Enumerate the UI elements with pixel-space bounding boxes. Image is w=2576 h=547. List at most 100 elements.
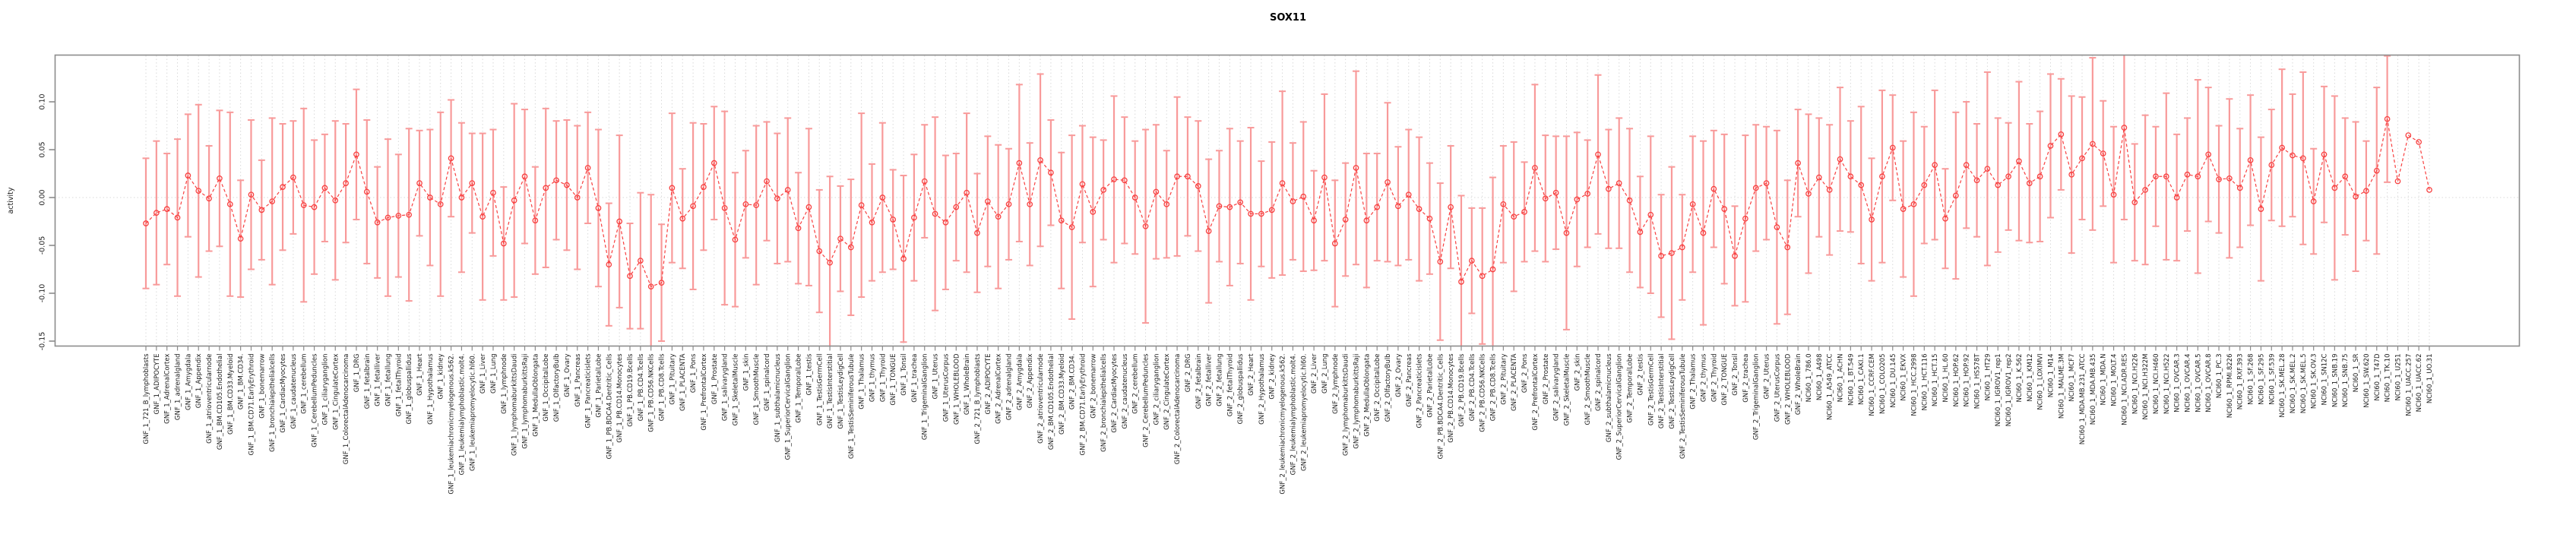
data-point [543, 185, 549, 191]
data-point [1363, 217, 1370, 224]
data-point [753, 202, 760, 208]
x-tick-label: GNF_2_Thalamus [1690, 353, 1698, 409]
data-point [606, 261, 612, 268]
x-tick-label: NCI60_1_UO.31 [2426, 354, 2434, 404]
data-point [690, 203, 696, 210]
x-tick-label: NCI60_1_HL.60 [1942, 354, 1950, 403]
x-tick-label: GNF_1_TONGUE [890, 354, 897, 406]
x-tick-label: GNF_2_thymus [1700, 353, 1707, 402]
x-tick-label: NCI60_1_NCI.H522 [2163, 354, 2171, 415]
x-tick-label: NCI60_1_OVCAR.5 [2195, 354, 2202, 413]
data-point [1079, 181, 1086, 188]
plot-border [54, 54, 2521, 347]
data-point [1405, 191, 1412, 198]
x-tick-label: GNF_1_fetalbrain [364, 354, 372, 409]
x-tick-label: GNF_2_721_B_lymphoblasts [974, 353, 982, 444]
x-tick-label: NCI60_1_NCI.ADR.RES [2121, 354, 2128, 425]
data-point [1131, 194, 1138, 201]
x-tick-label: GNF_2_skin [1574, 354, 1581, 391]
x-tick-label: GNF_2_TestisInterstitial [1658, 354, 1666, 429]
x-tick-label: GNF_1_salivarygland [722, 354, 729, 422]
x-tick-label: GNF_2_spinalcord [1595, 354, 1603, 412]
data-point [669, 185, 676, 191]
x-tick-label: NCI60_1_UACC.62 [2416, 354, 2423, 413]
x-tick-label: NCI60_1_HCT.15 [1932, 354, 1939, 407]
x-tick-label: GNF_2_fetallung [1216, 354, 1223, 406]
x-tick-label: GNF_2_kidney [1269, 354, 1277, 400]
data-point [953, 204, 960, 210]
x-tick-label: GNF_1_PrefrontalCortex [701, 354, 708, 431]
x-tick-label: GNF_1_AdrenalCortex [164, 354, 172, 424]
data-point [1111, 176, 1117, 182]
x-tick-label: NCI60_1_MDA.MB.435 [2090, 354, 2097, 425]
data-point [742, 201, 749, 207]
x-tick-label: GNF_1_OccipitalLobe [543, 354, 550, 422]
data-point [1385, 179, 1391, 185]
data-point [343, 180, 349, 186]
x-tick-label: GNF_2_fetalThyroid [1226, 354, 1234, 417]
x-tick-label: GNF_2_SmoothMuscle [1584, 354, 1592, 425]
data-point [1584, 191, 1591, 197]
x-tick-label: NCI60_1_KM12 [2027, 354, 2034, 402]
x-tick-label: GNF_1_leukemialymphoblastic.molt4. [458, 354, 466, 476]
x-tick-label: GNF_2_CerebellumPeduncles [1143, 353, 1150, 447]
x-tick-label: NCI60_1_MCF7 [2068, 354, 2076, 402]
data-point [2363, 188, 2369, 194]
data-point [1331, 240, 1338, 247]
x-tick-label: GNF_1_OlfactoryBulb [553, 354, 561, 422]
data-point [1795, 160, 1801, 166]
x-tick-label: GNF_2_OccipitalLobe [1374, 354, 1381, 422]
x-tick-label: GNF_2_Appendix [1027, 354, 1034, 409]
data-point [911, 214, 917, 221]
x-tick-label: NCI60_1_MALME.3M [2058, 354, 2065, 419]
data-point [217, 175, 223, 182]
data-point [1532, 165, 1538, 171]
data-point [1826, 187, 1833, 193]
x-tick-label: GNF_1_ParietalLobe [595, 354, 603, 418]
data-point [1448, 204, 1454, 210]
x-tick-label: NCI60_1_ACHN [1837, 354, 1845, 403]
x-tick-label: GNF_2_cerebellum [1132, 354, 1140, 414]
x-tick-label: GNF_1_fetalThyroid [395, 354, 403, 417]
x-tick-label: GNF_1_ADIPOCYTE [153, 354, 161, 415]
x-tick-label: GNF_2_PB.CD14.Monocytes [1448, 353, 1455, 443]
x-tick-label: GNF_1_ciliaryganglion [321, 354, 329, 425]
data-point [258, 207, 265, 213]
data-point [416, 180, 422, 186]
data-point [1658, 253, 1664, 259]
data-point [2068, 171, 2075, 178]
data-point [374, 219, 381, 226]
data-point [1963, 162, 1970, 169]
data-point [1858, 182, 1865, 188]
data-point [1616, 180, 1622, 186]
data-point [679, 215, 686, 222]
data-point [2416, 139, 2423, 145]
x-tick-label: GNF_1_721_B_lymphoblasts [143, 353, 150, 444]
x-tick-label: NCI60_1_SNB.19 [2331, 354, 2339, 408]
data-point [553, 177, 559, 184]
data-point [1216, 203, 1223, 210]
x-tick-label: GNF_2_Lung [1321, 354, 1329, 394]
x-tick-label: NCI60_1_A498 [1816, 354, 1824, 401]
x-tick-label: GNF_2_SuperiorCervicalGanglion [1616, 354, 1624, 460]
x-tick-label: GNF_1_TemporalLobe [796, 354, 803, 423]
data-point [1563, 229, 1570, 236]
x-tick-label: GNF_1_leukemiachronicmyelogenous.k562. [448, 354, 456, 495]
data-point [2205, 151, 2212, 158]
data-point [1784, 244, 1791, 251]
x-tick-label: GNF_2_PB.CD4.Tcells [1469, 353, 1476, 421]
x-tick-label: NCI60_1_SF.539 [2268, 354, 2276, 405]
x-tick-label: GNF_1_leukemiapromyelocytic.hl60. [469, 354, 476, 471]
data-point [1479, 273, 1486, 280]
data-point [890, 217, 897, 223]
error-bars [142, 55, 2391, 346]
data-point [942, 219, 949, 226]
x-tick-label: GNF_2_lymphomaburkittsDaudi [1343, 354, 1350, 456]
data-point [1258, 210, 1264, 217]
data-point [2121, 125, 2128, 131]
data-point [226, 201, 233, 207]
x-tick-label: GNF_2_PB.BDCA4.Dentritic_Cells [1437, 353, 1445, 459]
x-tick-label: NCI60_1_HOP.92 [1964, 354, 1971, 407]
x-tick-label: GNF_2_Pituitary [1500, 353, 1508, 404]
